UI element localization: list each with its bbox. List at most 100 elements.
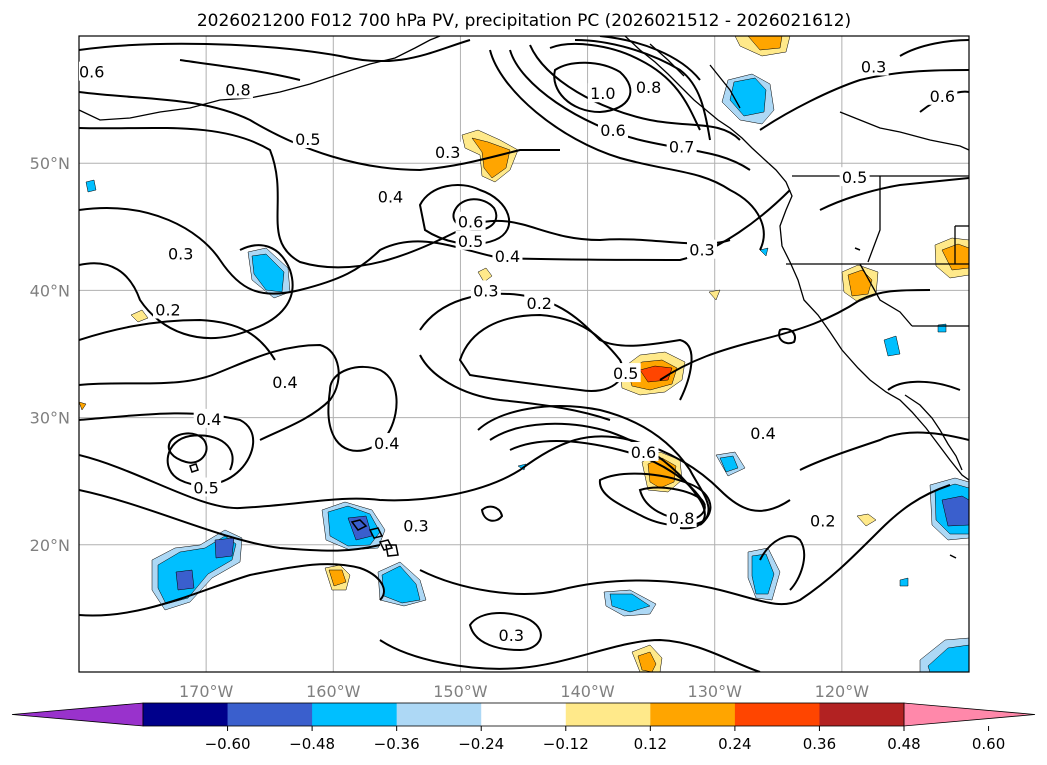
contour-label-bg xyxy=(371,433,402,453)
contour-label-bg xyxy=(633,76,664,96)
colorbar-tick-label: −0.48 xyxy=(289,735,335,753)
contour-label-bg xyxy=(628,441,659,461)
contour-label: 0.6 xyxy=(600,121,625,140)
contour-label: 0.2 xyxy=(810,512,835,531)
contour-label-bg xyxy=(748,422,779,442)
contour-label: 0.2 xyxy=(527,294,552,313)
contour-label: 0.8 xyxy=(669,509,694,528)
colorbar-swatch xyxy=(734,703,820,726)
colorbar-tick-label: 0.60 xyxy=(972,735,1005,753)
contour-label-bg xyxy=(191,477,222,497)
contour-label-bg xyxy=(492,246,523,266)
contour-label: 0.8 xyxy=(225,80,250,99)
longitude-label: 160°W xyxy=(306,682,361,701)
colorbar-tick-label: 0.48 xyxy=(887,735,920,753)
colorbar-swatch xyxy=(312,703,398,726)
colorbar-tick-label: 0.12 xyxy=(634,735,667,753)
contour-label: 0.4 xyxy=(374,434,399,453)
colorbar-tick-label: 0.24 xyxy=(718,735,751,753)
contour-label-bg xyxy=(292,129,323,149)
longitude-label: 130°W xyxy=(688,682,743,701)
contour-label-bg xyxy=(666,508,697,528)
contour-label: 0.3 xyxy=(403,517,428,536)
colorbar-outline xyxy=(142,702,905,727)
contour-label-bg xyxy=(153,299,183,319)
contour-label-bg xyxy=(524,293,555,313)
contour-label-bg xyxy=(496,625,527,645)
contour-label: 0.8 xyxy=(636,78,661,97)
contour-label: 0.4 xyxy=(378,187,403,206)
longitude-label: 150°W xyxy=(433,682,488,701)
longitude-label: 170°W xyxy=(179,682,234,701)
contour-label-bg xyxy=(400,515,431,535)
contour-label: 0.5 xyxy=(193,479,218,498)
precip-shading xyxy=(79,36,969,672)
map-panel: 0.60.80.50.31.0 0.80.60.70.30.60.50.30.40… xyxy=(30,35,970,701)
contour-label: 0.3 xyxy=(435,143,460,162)
chart-title: 2026021200 F012 700 hPa PV, precipitatio… xyxy=(197,11,851,31)
contour-label-bg xyxy=(432,141,463,161)
contour-label: 0.4 xyxy=(196,410,221,429)
contour-label-bg xyxy=(610,363,641,383)
contour-label-bg xyxy=(587,83,618,103)
contour-label: 0.3 xyxy=(499,626,524,645)
contour-label-bg xyxy=(455,230,486,250)
contour-label: 0.5 xyxy=(295,130,320,149)
contour-label-bg xyxy=(858,56,889,76)
latitude-label: 20°N xyxy=(30,536,70,555)
colorbar-swatch xyxy=(396,703,482,726)
contour-label: 1.0 xyxy=(590,84,615,103)
contour-label: 0.4 xyxy=(750,424,775,443)
colorbar-swatch xyxy=(481,703,567,726)
contour-label-bg xyxy=(455,211,486,231)
contour-label-bg xyxy=(269,371,300,391)
contour-label-bg xyxy=(375,186,406,206)
colorbar-tick-label: −0.36 xyxy=(374,735,420,753)
contour-label: 0.3 xyxy=(168,245,193,264)
contour-label: 0.7 xyxy=(669,138,694,157)
latitude-label: 50°N xyxy=(30,154,70,173)
contour-label-bg xyxy=(193,408,224,428)
contour-label: 0.3 xyxy=(473,281,498,300)
longitude-labels: 170°W 160°W 150°W 140°W 130°W 120°W xyxy=(179,682,869,701)
contour-label: 0.5 xyxy=(613,364,638,383)
colorbar-swatch xyxy=(227,703,313,726)
colorbar: −0.60 −0.48 −0.36 −0.24 −0.12 0.12 0.24 0.36 0.4… xyxy=(11,702,1036,753)
contour-label: 0.6 xyxy=(458,213,483,232)
contour-label-bg xyxy=(807,510,838,530)
contour-label-bg xyxy=(79,61,107,81)
contour-label: 0.5 xyxy=(842,168,867,187)
contour-label-bg xyxy=(666,136,697,156)
map-border xyxy=(78,35,970,673)
contour-label: 0.3 xyxy=(861,58,886,77)
colorbar-extend-high xyxy=(903,702,1036,727)
contour-label-bg xyxy=(222,79,253,99)
contour-label-bg xyxy=(839,167,870,187)
contour-labels: 0.60.80.50.31.0 0.80.60.70.30.60.50.30.40… xyxy=(79,56,958,645)
colorbar-tick-label: 0.36 xyxy=(803,735,836,753)
colorbar-extend-low xyxy=(11,702,144,727)
colorbar-tick-label: −0.12 xyxy=(543,735,589,753)
coastlines xyxy=(79,36,969,481)
contour-label: 0.6 xyxy=(79,63,104,82)
colorbar-tick-label: −0.60 xyxy=(205,735,251,753)
contour-label: 0.3 xyxy=(689,241,714,260)
latitude-label: 40°N xyxy=(30,281,70,300)
contour-label: 0.5 xyxy=(458,232,483,251)
colorbar-swatch xyxy=(819,703,905,726)
latitude-label: 30°N xyxy=(30,409,70,428)
latitude-labels: 50°N 40°N 30°N 20°N xyxy=(30,154,70,555)
colorbar-swatch xyxy=(650,703,736,726)
colorbar-swatch xyxy=(565,703,651,726)
contour-label: 0.4 xyxy=(495,247,520,266)
colorbar-tick-label: −0.24 xyxy=(458,735,504,753)
contour-label-bg xyxy=(927,85,958,105)
contour-label: 0.6 xyxy=(631,443,656,462)
colorbar-swatch xyxy=(143,703,229,726)
contour-label-bg xyxy=(165,243,196,263)
contour-label: 0.6 xyxy=(930,87,955,106)
contour-label: 0.2 xyxy=(155,300,180,319)
contour-label-bg xyxy=(598,120,628,140)
contour-label-bg xyxy=(470,280,501,300)
